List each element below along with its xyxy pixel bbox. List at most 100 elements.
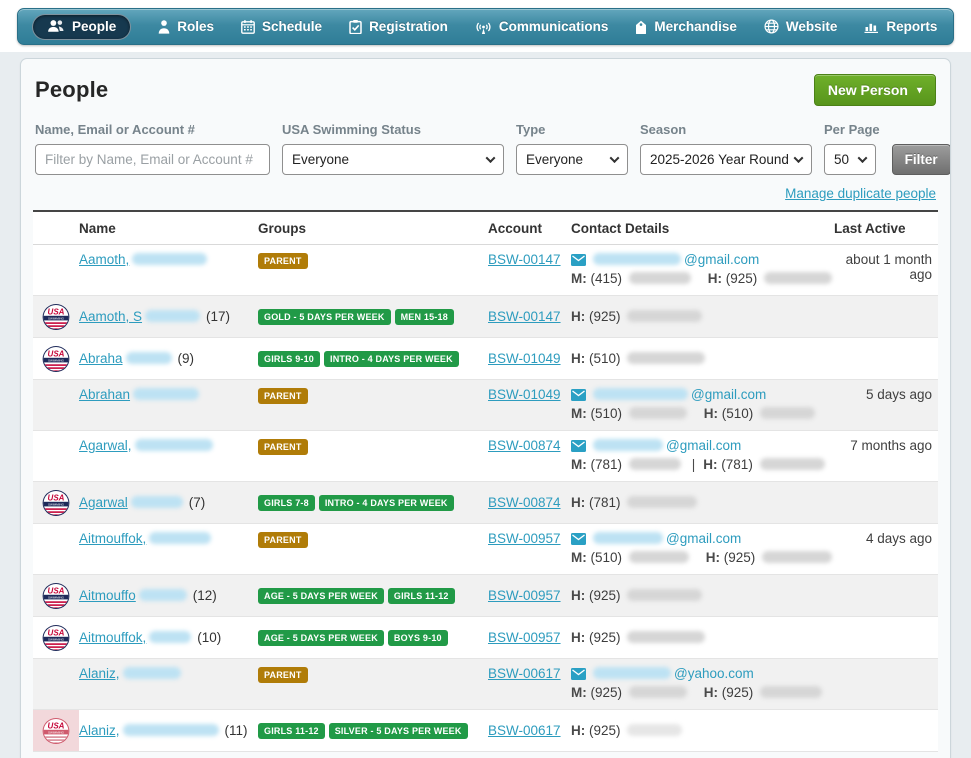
contact-cell: @gmail.com M: (781) | H: (781) (571, 438, 834, 472)
logo-cell (33, 666, 79, 703)
phone-number: H: (781) (571, 495, 700, 510)
groups-cell: PARENT (258, 438, 488, 455)
contact-cell: H: (925) (571, 309, 834, 324)
account-link[interactable]: BSW-00147 (488, 309, 561, 324)
chevron-down-icon (609, 153, 620, 164)
email-icon (571, 439, 586, 452)
season-select[interactable]: 2025-2026 Year Round (640, 144, 812, 175)
group-badge: MEN 15-18 (394, 309, 454, 325)
account-link[interactable]: BSW-00617 (488, 666, 561, 681)
name-cell: Agarwal (7) (79, 495, 206, 510)
redacted-phone (627, 724, 683, 737)
type-select[interactable]: Everyone (516, 144, 628, 175)
redacted-phone (762, 551, 833, 564)
nav-item-merchandise[interactable]: Merchandise (635, 19, 737, 34)
person-name-link[interactable]: Agarwal (79, 495, 186, 510)
chevron-down-icon (793, 153, 804, 164)
account-link[interactable]: BSW-00874 (488, 495, 561, 510)
phone-line: M: (510) H: (925) (571, 550, 834, 565)
table-row: Aamoth, PARENT BSW-00147 @gmail.com M: (415)… (33, 245, 938, 296)
person-name-link[interactable]: Agarwal, (79, 438, 216, 453)
group-badge: GIRLS 11-12 (387, 588, 455, 604)
groups-cell: GIRLS 7-8 INTRO - 4 DAYS PER WEEK (258, 494, 488, 511)
registration-icon (349, 19, 362, 34)
person-name-link[interactable]: Aamoth, S (79, 309, 203, 324)
redacted-email (593, 387, 688, 400)
redacted-name (132, 253, 208, 266)
email-link[interactable]: @gmail.com (666, 438, 742, 453)
contact-cell: H: (781) (571, 495, 834, 510)
group-badge: GIRLS 7-8 (258, 495, 315, 511)
groups-cell: PARENT (258, 666, 488, 683)
contact-cell: H: (510) (571, 351, 834, 366)
person-name-link[interactable]: Alaniz, (79, 723, 222, 738)
person-name-link[interactable]: Abrahan (79, 387, 202, 402)
person-name-link[interactable]: Aamoth, (79, 252, 210, 267)
nav-item-registration[interactable]: Registration (349, 19, 448, 34)
new-person-button[interactable]: New Person ▾ (813, 74, 936, 106)
redacted-name (138, 589, 187, 602)
person-name-link[interactable]: Aitmouffo (79, 588, 190, 603)
column-header-name: Name (79, 220, 116, 236)
account-link[interactable]: BSW-00147 (488, 252, 561, 267)
nav-item-communications[interactable]: Communications (475, 19, 608, 34)
email-link[interactable]: @gmail.com (684, 252, 760, 267)
usa-swimming-logo: USA SWIMMING (33, 482, 79, 523)
svg-text:USA: USA (48, 586, 65, 595)
email-icon (571, 253, 586, 266)
last-active-cell: 4 days ago (865, 531, 932, 546)
redacted-email (593, 252, 681, 265)
name-filter-input[interactable] (35, 144, 270, 175)
manage-duplicates-link[interactable]: Manage duplicate people (785, 186, 936, 201)
account-link[interactable]: BSW-01049 (488, 351, 561, 366)
redacted-name (122, 724, 219, 737)
email-link[interactable]: @yahoo.com (674, 666, 754, 681)
groups-cell: AGE - 5 DAYS PER WEEK GIRLS 11-12 (258, 587, 488, 604)
last-active-cell: about 1 month ago (845, 252, 932, 282)
table-header-row: Name Groups Account Contact Details Last… (33, 210, 938, 245)
email-link[interactable]: @gmail.com (666, 531, 742, 546)
nav-item-schedule[interactable]: Schedule (241, 19, 322, 34)
nav-item-roles[interactable]: Roles (158, 19, 214, 34)
status-select[interactable]: Everyone (282, 144, 504, 175)
account-link[interactable]: BSW-01049 (488, 387, 561, 402)
person-name-link[interactable]: Aitmouffok, (79, 531, 214, 546)
groups-cell: AGE - 5 DAYS PER WEEK BOYS 9-10 (258, 629, 488, 646)
groups-cell: PARENT (258, 387, 488, 404)
people-card: People New Person ▾ Name, Email or Accou… (20, 58, 951, 758)
email-link[interactable]: @gmail.com (691, 387, 767, 402)
group-badge: INTRO - 4 DAYS PER WEEK (324, 351, 459, 367)
account-cell: BSW-00617 (488, 666, 571, 681)
name-cell: Abraha (9) (79, 351, 195, 366)
nav-item-reports[interactable]: Reports (864, 19, 937, 34)
person-name-link[interactable]: Abraha (79, 351, 175, 366)
person-name-link[interactable]: Alaniz, (79, 666, 184, 681)
schedule-icon (241, 19, 255, 34)
table-row: USA SWIMMING Agarwal (7) GIRLS 7-8 INTRO - 4 … (33, 482, 938, 524)
group-badge: BOYS 9-10 (387, 630, 448, 646)
usa-swimming-logo: USA SWIMMING (33, 710, 79, 751)
contact-cell: @gmail.com M: (510) H: (510) (571, 387, 834, 421)
nav-item-website[interactable]: Website (764, 19, 837, 34)
phone-number: H: (925) (571, 630, 708, 645)
svg-text:USA: USA (48, 349, 65, 358)
nav-item-people[interactable]: People (32, 13, 132, 40)
account-link[interactable]: BSW-00957 (488, 588, 561, 603)
redacted-phone (628, 551, 689, 564)
per-page-select[interactable]: 50 (824, 144, 876, 175)
phone-line: M: (925) H: (925) (571, 685, 834, 700)
account-cell: BSW-00147 (488, 309, 571, 324)
account-link[interactable]: BSW-00874 (488, 438, 561, 453)
svg-text:USA: USA (48, 721, 65, 730)
account-link[interactable]: BSW-00957 (488, 531, 561, 546)
account-link[interactable]: BSW-00617 (488, 723, 561, 738)
group-badge: GIRLS 11-12 (258, 723, 325, 739)
phone-number: H: (925) (708, 271, 835, 286)
account-link[interactable]: BSW-00957 (488, 630, 561, 645)
account-cell: BSW-00957 (488, 531, 571, 546)
groups-cell: GOLD - 5 DAYS PER WEEK MEN 15-18 (258, 308, 488, 325)
person-name-link[interactable]: Aitmouffok, (79, 630, 194, 645)
filter-button[interactable]: Filter (891, 144, 950, 175)
redacted-phone (627, 631, 706, 644)
name-cell: Aitmouffo (12) (79, 588, 217, 603)
